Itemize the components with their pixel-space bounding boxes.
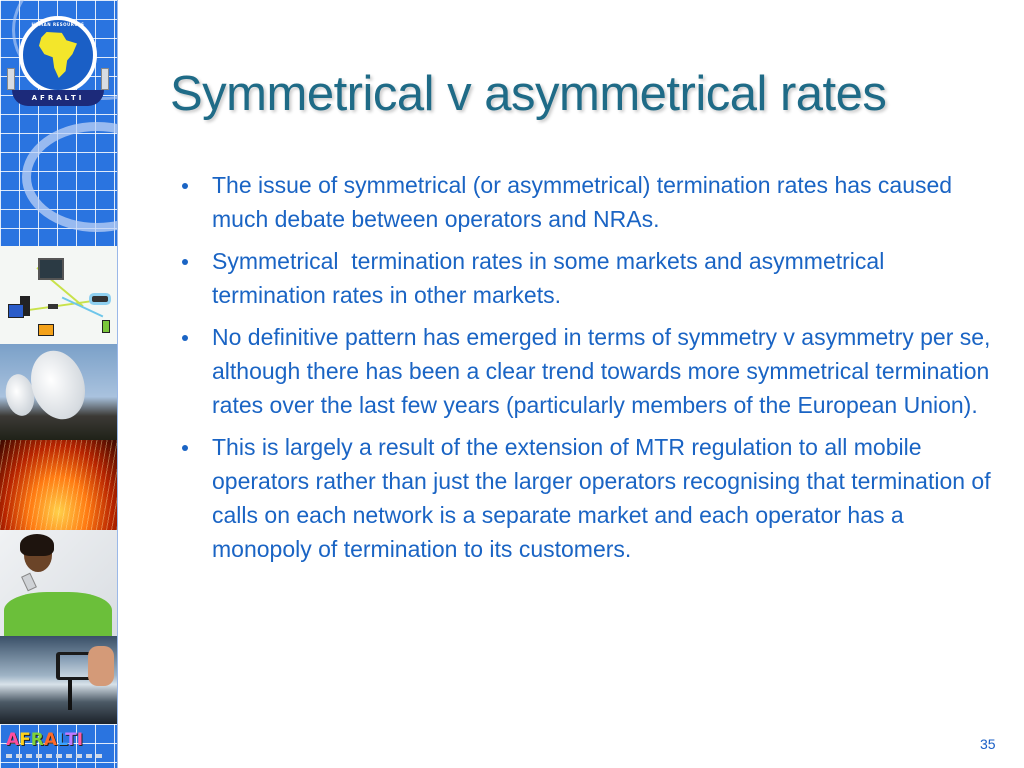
bullet-icon bbox=[182, 259, 188, 265]
pc-tower-icon bbox=[20, 296, 30, 316]
afralti-footer-logo: AFRALTI bbox=[0, 724, 117, 768]
mobile-phone-icon bbox=[102, 320, 110, 333]
bullet-text: The issue of symmetrical (or asymmetrica… bbox=[212, 172, 953, 232]
bullet-text: Symmetrical termination rates in some ma… bbox=[212, 248, 891, 308]
africa-map-icon bbox=[39, 32, 77, 78]
person-hair bbox=[20, 534, 54, 556]
bullet-icon bbox=[182, 445, 188, 451]
bullet-icon bbox=[182, 183, 188, 189]
emblem-ring-text: HUMAN RESOURCES bbox=[31, 22, 85, 27]
camera-photo-image bbox=[0, 636, 117, 724]
desktop-icon bbox=[8, 304, 24, 318]
slide-title: Symmetrical v asymmetrical rates bbox=[170, 67, 887, 121]
bullet-text: This is largely a result of the extensio… bbox=[212, 434, 991, 562]
radio-icon bbox=[101, 68, 109, 90]
decorative-c-arc bbox=[22, 122, 117, 232]
phone-icon bbox=[21, 572, 37, 592]
emblem-banner: AFRALTI bbox=[12, 90, 104, 106]
logo-letter: R bbox=[30, 730, 44, 750]
logo-letter: L bbox=[57, 730, 66, 750]
tripod-icon bbox=[68, 680, 72, 710]
satellite-dishes-image bbox=[0, 344, 117, 440]
woman-on-phone-image bbox=[0, 530, 117, 636]
hand-image bbox=[88, 646, 114, 686]
bullet-item: The issue of symmetrical (or asymmetrica… bbox=[182, 168, 992, 236]
afralti-wordmark: AFRALTI bbox=[6, 730, 83, 750]
logo-letter: A bbox=[43, 730, 58, 750]
fiber-strands bbox=[0, 440, 117, 530]
bullet-item: This is largely a result of the extensio… bbox=[182, 430, 992, 566]
page-number: 35 bbox=[980, 736, 996, 752]
logo-letter: A bbox=[6, 730, 20, 750]
bullet-item: No definitive pattern has emerged in ter… bbox=[182, 320, 992, 422]
fiber-optic-world-map-image bbox=[0, 440, 117, 530]
monitor-icon bbox=[38, 258, 64, 280]
bullet-icon bbox=[182, 335, 188, 341]
sidebar-image-strip: HUMAN RESOURCES AFRALTI AF bbox=[0, 0, 118, 768]
network-devices-image bbox=[0, 246, 117, 344]
hub-icon bbox=[48, 304, 58, 309]
wave-decoration bbox=[6, 754, 106, 758]
logo-letter: T bbox=[65, 730, 77, 750]
laptop-icon bbox=[38, 324, 54, 336]
satellite-dish-icon bbox=[22, 344, 94, 427]
person-body bbox=[4, 592, 112, 636]
bullet-text: No definitive pattern has emerged in ter… bbox=[212, 324, 991, 418]
logo-panel: HUMAN RESOURCES AFRALTI bbox=[0, 0, 117, 246]
logo-letter: I bbox=[76, 730, 84, 750]
logo-letter: F bbox=[19, 730, 31, 750]
bullet-list: The issue of symmetrical (or asymmetrica… bbox=[182, 168, 992, 574]
radio-icon bbox=[7, 68, 15, 90]
camera-screen bbox=[60, 655, 88, 677]
router-icon bbox=[92, 296, 108, 302]
bullet-item: Symmetrical termination rates in some ma… bbox=[182, 244, 992, 312]
afralti-emblem: HUMAN RESOURCES bbox=[19, 16, 97, 94]
